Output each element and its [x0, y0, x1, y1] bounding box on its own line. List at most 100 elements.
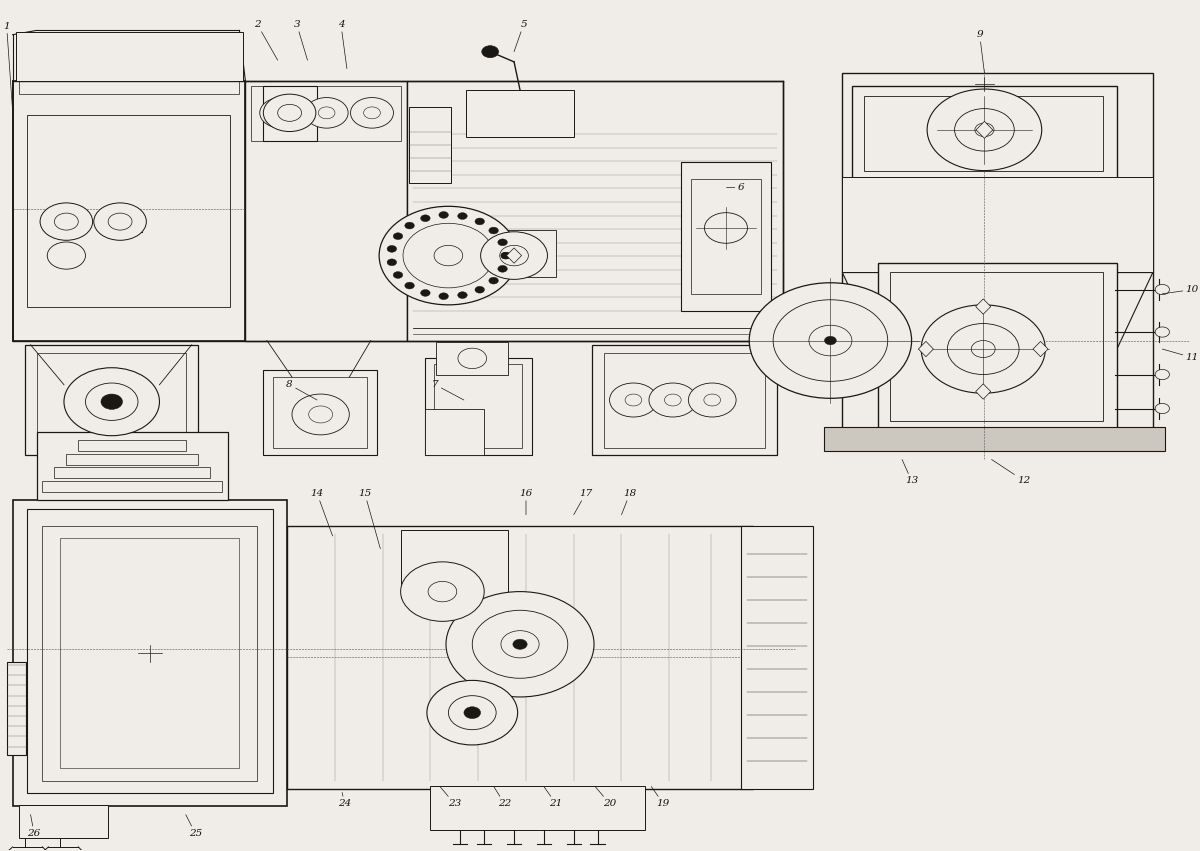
Text: 20: 20: [595, 786, 616, 808]
Bar: [7, 662, 25, 755]
Circle shape: [1156, 284, 1170, 294]
Circle shape: [394, 233, 403, 240]
Bar: [407, 82, 782, 340]
Text: 5: 5: [514, 20, 527, 52]
Circle shape: [1156, 327, 1170, 337]
Circle shape: [665, 394, 682, 406]
Text: 26: 26: [28, 814, 41, 838]
Circle shape: [108, 213, 132, 230]
Text: 6: 6: [726, 183, 744, 192]
Circle shape: [272, 107, 289, 119]
Bar: [42, 481, 222, 492]
Circle shape: [512, 639, 527, 649]
Circle shape: [928, 89, 1042, 170]
Bar: [263, 86, 317, 141]
Bar: [431, 785, 646, 830]
Circle shape: [420, 289, 430, 296]
Bar: [852, 86, 1117, 179]
Text: 11: 11: [1163, 349, 1199, 362]
Circle shape: [610, 383, 658, 417]
Circle shape: [482, 46, 498, 58]
Bar: [13, 82, 246, 340]
Bar: [13, 500, 287, 806]
Circle shape: [388, 259, 397, 266]
Circle shape: [458, 348, 486, 368]
Text: 16: 16: [520, 489, 533, 515]
Text: 21: 21: [544, 786, 563, 808]
Circle shape: [54, 213, 78, 230]
Text: 14: 14: [311, 489, 332, 536]
Bar: [42, 526, 257, 780]
Polygon shape: [1033, 341, 1048, 357]
Circle shape: [809, 325, 852, 356]
Bar: [19, 805, 108, 837]
Text: 4: 4: [337, 20, 347, 69]
Circle shape: [277, 105, 301, 122]
Circle shape: [473, 610, 568, 678]
Bar: [434, 364, 522, 448]
Circle shape: [457, 292, 467, 299]
Bar: [890, 271, 1103, 421]
Bar: [425, 408, 485, 455]
Bar: [425, 357, 532, 455]
Bar: [682, 163, 770, 311]
Bar: [26, 509, 272, 793]
Text: 17: 17: [574, 489, 593, 515]
Circle shape: [404, 222, 414, 229]
Bar: [272, 377, 367, 448]
Text: 24: 24: [338, 792, 352, 808]
Circle shape: [428, 581, 457, 602]
Bar: [36, 432, 228, 500]
Circle shape: [824, 336, 836, 345]
Bar: [740, 526, 812, 789]
Circle shape: [704, 213, 748, 243]
Bar: [287, 526, 752, 789]
Circle shape: [434, 245, 463, 266]
Text: 12: 12: [991, 460, 1031, 485]
Bar: [60, 539, 240, 768]
Circle shape: [971, 340, 995, 357]
Circle shape: [1156, 403, 1170, 414]
Circle shape: [464, 706, 481, 718]
Circle shape: [475, 218, 485, 225]
Circle shape: [404, 283, 414, 289]
Bar: [824, 427, 1165, 451]
Circle shape: [773, 300, 888, 381]
Circle shape: [1156, 369, 1170, 380]
Bar: [409, 107, 451, 183]
Bar: [502, 230, 556, 277]
Circle shape: [379, 206, 517, 305]
Circle shape: [403, 223, 493, 288]
Circle shape: [318, 107, 335, 119]
Text: 1: 1: [4, 21, 13, 111]
Circle shape: [40, 203, 92, 240]
Circle shape: [457, 213, 467, 220]
Circle shape: [446, 591, 594, 697]
Text: 8: 8: [287, 380, 317, 400]
Circle shape: [388, 245, 397, 252]
Bar: [252, 86, 401, 141]
Bar: [691, 179, 761, 294]
Circle shape: [259, 98, 302, 129]
Circle shape: [263, 94, 316, 132]
Text: 18: 18: [622, 489, 636, 515]
Bar: [246, 82, 407, 340]
Polygon shape: [976, 384, 991, 399]
Bar: [54, 467, 210, 478]
Text: 13: 13: [902, 460, 918, 485]
Bar: [437, 342, 508, 374]
Circle shape: [305, 98, 348, 129]
Circle shape: [689, 383, 736, 417]
Circle shape: [394, 271, 403, 278]
Circle shape: [420, 214, 430, 221]
Circle shape: [481, 231, 547, 279]
Bar: [66, 454, 198, 465]
Bar: [17, 32, 244, 82]
Circle shape: [449, 695, 496, 729]
Text: 7: 7: [432, 380, 464, 400]
Circle shape: [954, 109, 1014, 151]
Circle shape: [94, 203, 146, 240]
Bar: [263, 370, 377, 455]
Bar: [401, 530, 508, 598]
Circle shape: [704, 394, 720, 406]
